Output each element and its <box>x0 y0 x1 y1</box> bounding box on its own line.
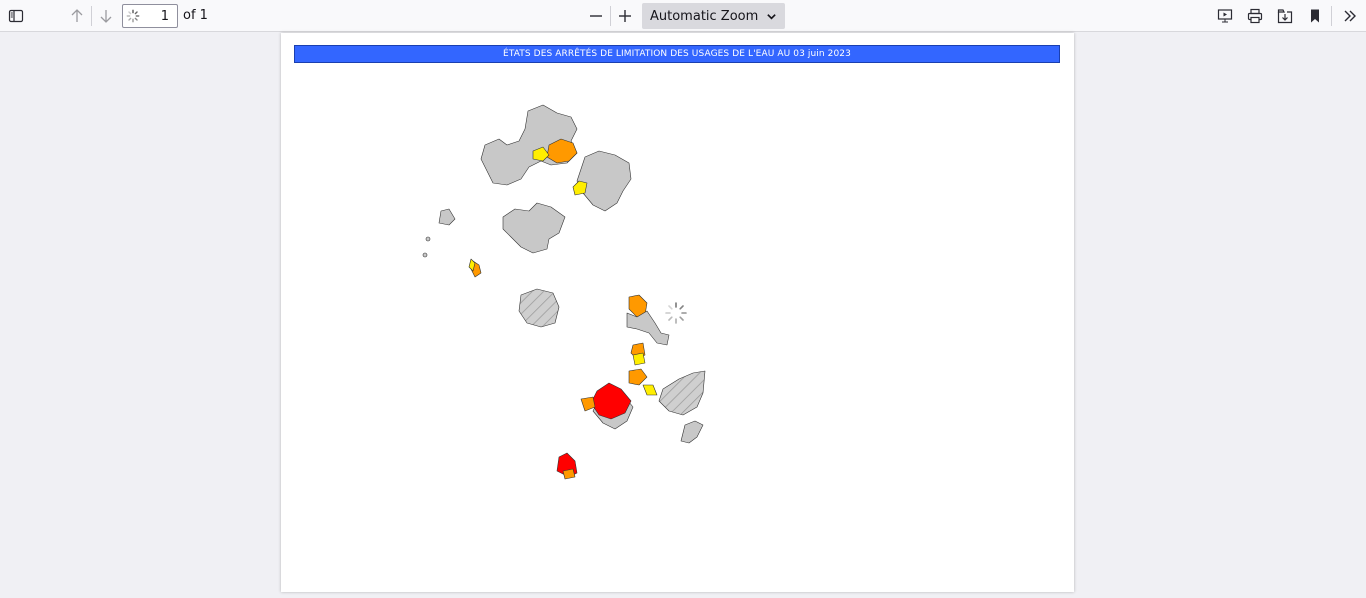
arrow-up-icon[interactable] <box>65 4 89 28</box>
map-zone-gray <box>680 420 704 444</box>
map-zone-gray <box>626 310 670 346</box>
map-zone-gray <box>480 104 578 186</box>
minus-icon[interactable] <box>584 4 608 28</box>
toolbar-separator <box>610 6 611 26</box>
plus-icon[interactable] <box>613 4 637 28</box>
map-zone-gray <box>425 236 431 242</box>
map-zone-gray <box>438 208 456 226</box>
map-zone-vigilance <box>572 180 588 196</box>
chevron-down-icon <box>767 14 776 20</box>
arrow-down-icon[interactable] <box>94 4 118 28</box>
map-zone-vigilance <box>532 146 550 162</box>
pdf-page: ÉTATS DES ARRÊTÉS DE LIMITATION DES USAG… <box>281 33 1074 592</box>
map-zone-alerte <box>546 138 578 164</box>
map-zone-gray <box>502 202 566 254</box>
map-zone-alerte <box>580 396 596 412</box>
map-zone-gray <box>576 150 632 212</box>
print-icon[interactable] <box>1243 4 1267 28</box>
loading-spinner-icon <box>126 9 140 23</box>
loading-spinner-icon <box>665 302 687 324</box>
map-zone-gray <box>422 252 428 258</box>
page-count-label: of 1 <box>183 8 208 23</box>
water-restriction-map <box>422 104 706 480</box>
map-zone-alerte <box>562 468 576 480</box>
toolbar-separator <box>91 6 92 26</box>
toolbar-separator <box>1331 6 1332 26</box>
pdf-viewer-container[interactable]: ÉTATS DES ARRÊTÉS DE LIMITATION DES USAG… <box>0 33 1366 598</box>
pdf-toolbar: of 1 Automatic Zoom <box>0 0 1366 32</box>
map-zone-vigilance <box>632 352 646 366</box>
presentation-icon[interactable] <box>1213 4 1237 28</box>
map-zone-alerte <box>628 368 648 386</box>
double-chevron-right-icon[interactable] <box>1338 4 1362 28</box>
map-zone-hatched <box>518 288 560 328</box>
save-icon[interactable] <box>1273 4 1297 28</box>
zoom-select[interactable]: Automatic Zoom <box>642 3 785 29</box>
sidebar-toggle-icon[interactable] <box>4 4 28 28</box>
map-zone-vigilance <box>642 384 658 396</box>
document-banner-title: ÉTATS DES ARRÊTÉS DE LIMITATION DES USAG… <box>294 45 1060 63</box>
bookmark-icon[interactable] <box>1303 4 1327 28</box>
map-zone-hatched <box>658 370 706 416</box>
page-number-input[interactable] <box>122 4 178 28</box>
zoom-select-label: Automatic Zoom <box>650 8 759 24</box>
map-zone-vigilance <box>468 258 476 272</box>
